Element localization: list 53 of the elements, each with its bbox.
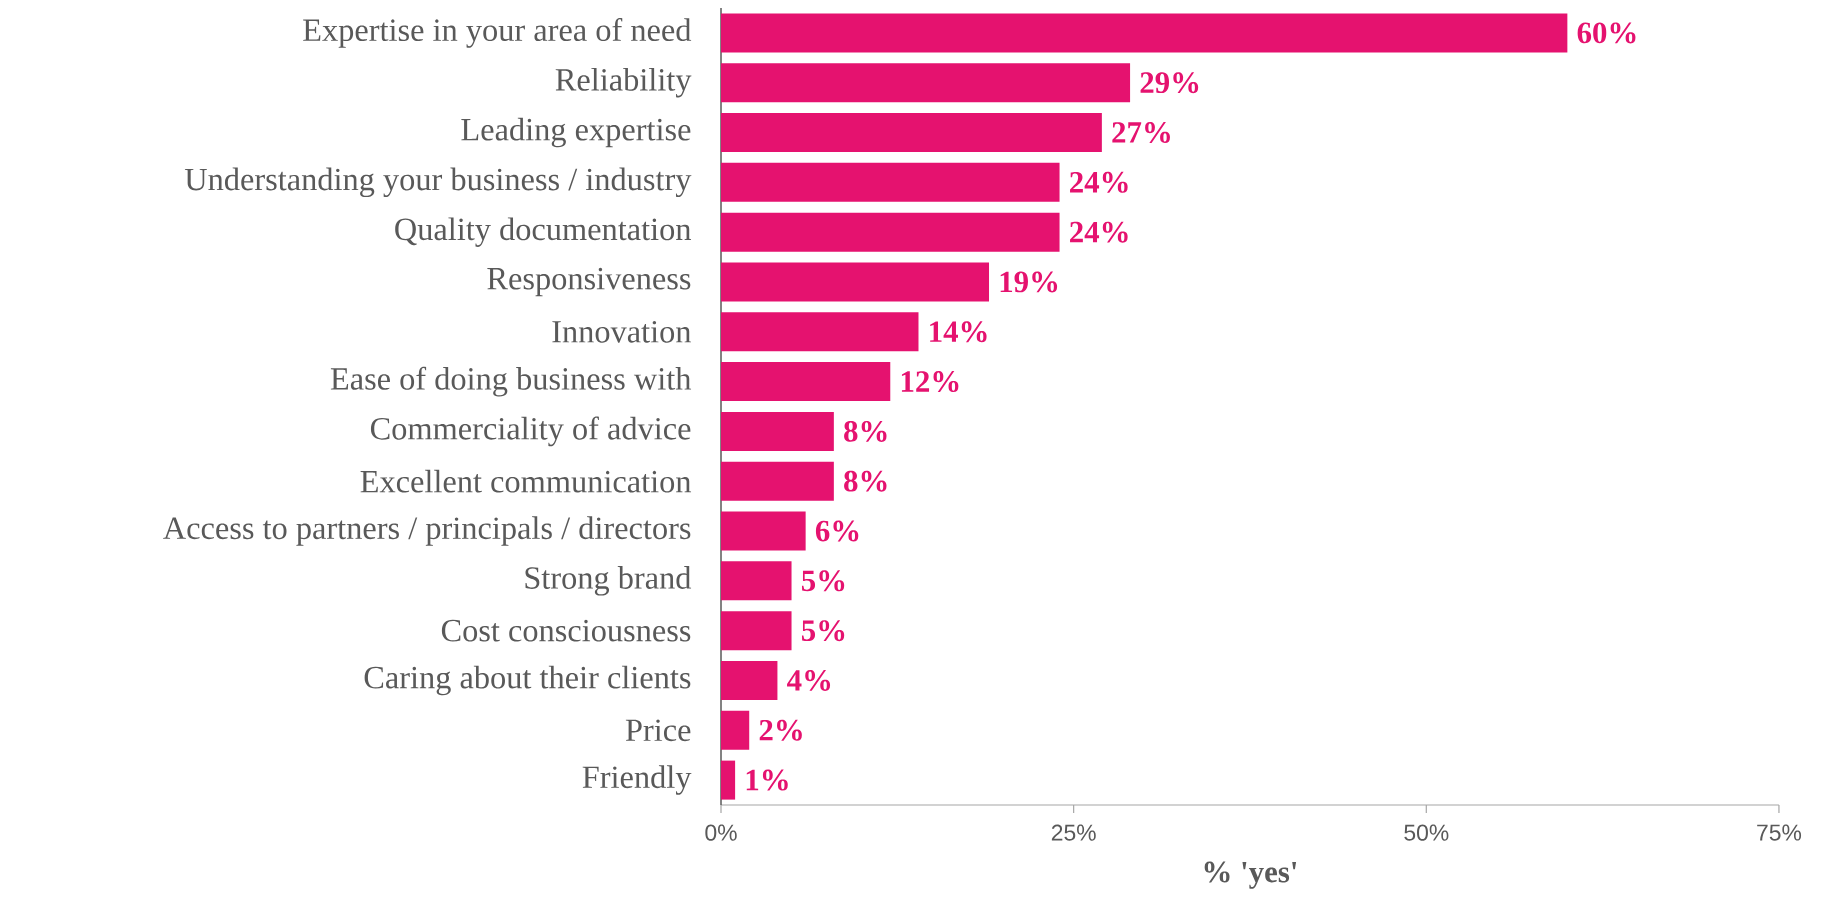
y-tick-label: Cost consciousness	[441, 619, 691, 642]
data-label: 29%	[1140, 72, 1199, 94]
bar	[721, 13, 1568, 53]
x-axis-title: % 'yes'	[1204, 861, 1297, 889]
x-tick-label: 25%	[1051, 824, 1096, 841]
x-tick-label: 75%	[1757, 824, 1802, 841]
data-label: 27%	[1112, 122, 1170, 144]
bar	[721, 561, 792, 601]
bar	[721, 312, 919, 352]
data-label: 5%	[801, 620, 845, 642]
y-tick-label: Leading expertise	[461, 117, 691, 148]
data-label: 60%	[1577, 22, 1636, 44]
y-tick-label: Strong brand	[525, 566, 692, 596]
y-tick-label: Responsiveness	[487, 267, 691, 297]
y-tick-label: Friendly	[582, 765, 692, 795]
bar	[721, 411, 834, 451]
y-tick-label: Excellent communication	[360, 469, 692, 493]
bar	[721, 760, 736, 800]
x-tick-label: 50%	[1404, 824, 1449, 841]
data-label: 24%	[1070, 171, 1128, 193]
bar	[721, 262, 990, 302]
bar	[721, 710, 750, 750]
data-label: 24%	[1070, 221, 1128, 243]
data-label: 2%	[759, 719, 802, 741]
y-tick-label: Reliability	[555, 67, 692, 98]
y-tick-label: Caring about their clients	[364, 665, 691, 696]
bar	[721, 461, 834, 501]
y-tick-label: Commerciality of advice	[370, 416, 691, 447]
bar	[721, 162, 1060, 202]
y-tick-label: Ease of doing business with	[330, 366, 692, 397]
y-tick-label: Innovation	[552, 320, 692, 343]
data-label: 19%	[1000, 271, 1058, 293]
bar	[721, 362, 891, 402]
bar	[721, 511, 806, 551]
data-label: 14%	[930, 321, 987, 343]
data-label: 8%	[844, 470, 887, 492]
y-tick-label: Price	[625, 719, 691, 742]
bar	[721, 113, 1102, 153]
bar	[721, 660, 778, 700]
bar	[721, 611, 792, 651]
data-label: 6%	[815, 520, 859, 542]
data-label: 12%	[901, 371, 959, 393]
data-label: 4%	[787, 670, 831, 691]
data-label: 8%	[844, 420, 887, 442]
data-label: 5%	[801, 570, 845, 592]
bar	[721, 212, 1060, 252]
x-tick-label: 0%	[705, 824, 737, 841]
bar	[721, 63, 1131, 103]
data-label: 1%	[746, 769, 788, 791]
y-tick-label: Understanding your business / industry	[184, 167, 692, 198]
y-tick-label: Expertise in your area of need	[303, 18, 692, 48]
y-tick-label: Access to partners / principals / directors	[163, 516, 691, 546]
y-tick-label: Quality documentation	[395, 217, 692, 247]
